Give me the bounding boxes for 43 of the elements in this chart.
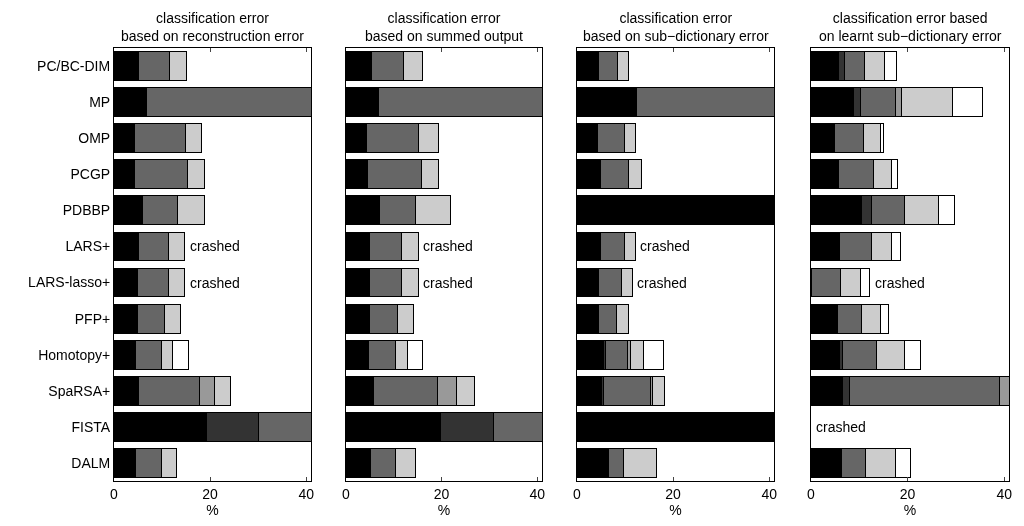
y-tick-label: PCGP <box>70 166 111 183</box>
x-tick-label: 0 <box>573 485 582 502</box>
bar <box>652 375 665 406</box>
x-tick-label: 20 <box>665 485 682 502</box>
y-tick-label: PFP+ <box>74 310 111 327</box>
chart-title: classification error based on sub−dictionary error <box>583 10 769 45</box>
annotation: crashed <box>637 275 687 291</box>
chart-title: classification error based on learnt sub−dictionary error <box>819 10 1002 45</box>
x-tick-label: 40 <box>996 485 1013 502</box>
x-tick-label: 0 <box>342 485 351 502</box>
bar <box>604 339 629 370</box>
y-tick-label: Homotopy+ <box>38 346 111 363</box>
chart-title: classification error based on reconstruction error <box>121 10 305 45</box>
annotation: crashed <box>640 238 690 254</box>
x-tick-label: 20 <box>433 485 450 502</box>
x-tick-label: 20 <box>202 485 219 502</box>
x-tick-label: 40 <box>298 485 315 502</box>
x-axis-title: % <box>903 501 917 518</box>
y-tick-label: OMP <box>78 130 111 147</box>
annotation: crashed <box>190 238 240 254</box>
x-tick-label: 0 <box>807 485 816 502</box>
y-tick-label: SpaRSA+ <box>48 382 111 399</box>
bar <box>603 375 652 406</box>
annotation: crashed <box>190 275 240 291</box>
x-tick-label: 40 <box>761 485 778 502</box>
annotation: crashed <box>423 238 473 254</box>
y-tick-label: MP <box>89 94 111 111</box>
x-tick-label: 40 <box>529 485 546 502</box>
annotation: crashed <box>816 419 866 435</box>
x-axis-title: % <box>437 501 451 518</box>
y-tick-label: LARS+ <box>65 238 111 255</box>
x-tick-label: 20 <box>899 485 916 502</box>
y-tick-label: DALM <box>71 454 111 471</box>
x-axis-title: % <box>206 501 219 518</box>
annotation: crashed <box>423 275 473 291</box>
annotation: crashed <box>875 275 925 291</box>
y-tick-label: LARS-lasso+ <box>28 274 111 291</box>
x-tick-label: 0 <box>110 485 119 502</box>
y-tick-label: PC/BC-DIM <box>37 57 111 74</box>
y-tick-label: PDBBP <box>62 202 111 219</box>
y-tick-label: FISTA <box>71 418 111 435</box>
x-axis-title: % <box>669 501 682 518</box>
chart-title: classification error based on summed output <box>365 10 524 45</box>
